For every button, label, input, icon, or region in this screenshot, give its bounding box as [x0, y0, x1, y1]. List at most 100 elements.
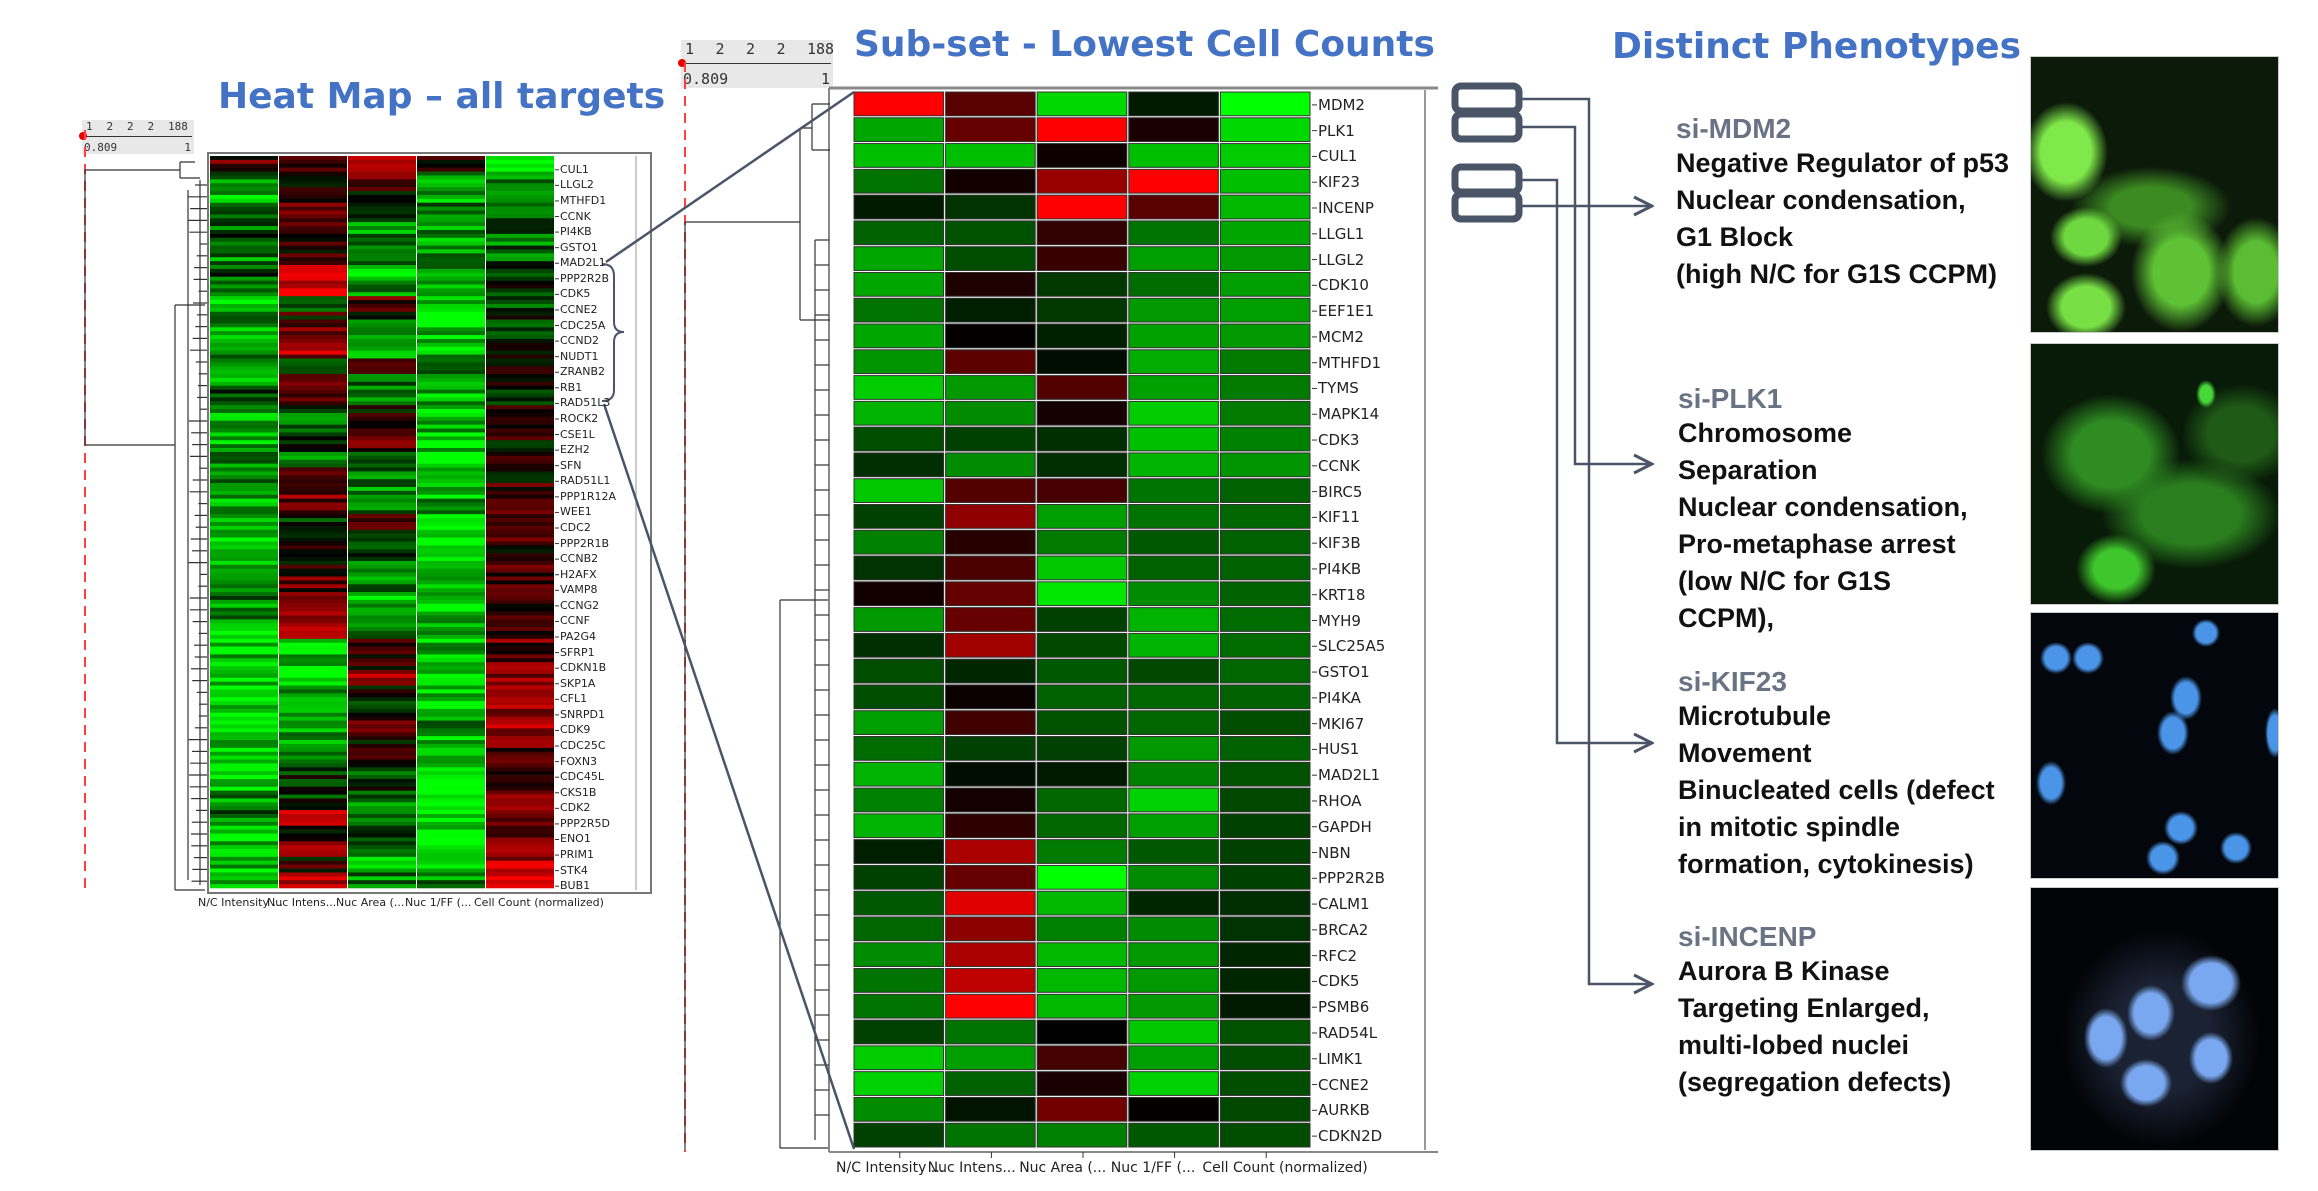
heatmap-cell[interactable]	[348, 389, 416, 394]
heatmap-cell[interactable]	[279, 315, 347, 320]
heatmap-cell[interactable]	[348, 206, 416, 211]
heatmap-cell[interactable]	[279, 467, 347, 472]
heatmap-cell[interactable]	[417, 510, 485, 515]
heatmap-cell[interactable]	[417, 323, 485, 328]
heatmap-cell-krt18-0[interactable]	[853, 581, 945, 607]
heatmap-cell[interactable]	[417, 775, 485, 780]
heatmap-cell[interactable]	[417, 518, 485, 523]
heatmap-cell[interactable]	[417, 202, 485, 207]
heatmap-cell[interactable]	[210, 159, 278, 165]
heatmap-cell[interactable]	[417, 156, 485, 161]
heatmap-cell[interactable]	[417, 194, 485, 200]
heatmap-cell[interactable]	[279, 833, 347, 838]
heatmap-cell[interactable]	[348, 276, 416, 281]
heatmap-cell[interactable]	[417, 249, 485, 254]
heatmap-cell-pi4kb-3[interactable]	[1128, 555, 1219, 581]
heatmap-cell[interactable]	[417, 592, 485, 597]
heatmap-cell[interactable]	[486, 346, 554, 351]
heatmap-cell[interactable]	[279, 331, 347, 336]
heatmap-cell[interactable]	[417, 549, 485, 554]
heatmap-cell[interactable]	[279, 459, 347, 464]
heatmap-cell[interactable]	[348, 463, 416, 468]
heatmap-cell[interactable]	[486, 810, 554, 815]
heatmap-cell[interactable]	[486, 428, 554, 433]
heatmap-cell[interactable]	[486, 350, 554, 355]
heatmap-cell[interactable]	[279, 311, 347, 316]
heatmap-cell[interactable]	[486, 479, 554, 484]
heatmap-cell-birc5-1[interactable]	[945, 478, 1036, 503]
heatmap-cell[interactable]	[348, 650, 416, 655]
heatmap-cell[interactable]	[210, 218, 278, 223]
heatmap-cell[interactable]	[417, 370, 485, 375]
heatmap-cell[interactable]	[486, 455, 554, 461]
heatmap-cell-rfc2-0[interactable]	[853, 942, 945, 968]
heatmap-cell[interactable]	[279, 580, 347, 585]
heatmap-cell[interactable]	[279, 514, 347, 519]
heatmap-cell[interactable]	[279, 677, 347, 682]
heatmap-cell-plk1-4[interactable]	[1219, 117, 1311, 143]
heatmap-cell[interactable]	[486, 397, 554, 402]
heatmap-cell[interactable]	[279, 522, 347, 527]
heatmap-cell[interactable]	[279, 669, 347, 675]
heatmap-cell[interactable]	[417, 576, 485, 581]
heatmap-cell[interactable]	[348, 677, 416, 682]
heatmap-cell-llgl2-1[interactable]	[945, 246, 1036, 271]
heatmap-cell[interactable]	[417, 362, 485, 367]
heatmap-cell[interactable]	[486, 401, 554, 406]
heatmap-cell[interactable]	[486, 459, 554, 464]
heatmap-cell[interactable]	[486, 849, 554, 854]
heatmap-cell[interactable]	[417, 821, 485, 827]
heatmap-cell[interactable]	[279, 436, 347, 441]
heatmap-cell[interactable]	[486, 876, 554, 881]
heatmap-cell[interactable]	[486, 856, 554, 862]
heatmap-cell-rad54l-2[interactable]	[1036, 1019, 1128, 1045]
heatmap-cell[interactable]	[486, 880, 554, 885]
heatmap-cell[interactable]	[417, 374, 485, 379]
heatmap-cell[interactable]	[486, 202, 554, 207]
heatmap-cell[interactable]	[210, 627, 278, 632]
heatmap-cell[interactable]	[279, 222, 347, 227]
heatmap-cell-mad2l1-3[interactable]	[1128, 761, 1219, 787]
heatmap-cell[interactable]	[417, 198, 485, 204]
heatmap-cell[interactable]	[417, 171, 485, 176]
heatmap-cell[interactable]	[348, 833, 416, 838]
heatmap-cell-cdk10-3[interactable]	[1128, 271, 1219, 297]
heatmap-cell[interactable]	[210, 580, 278, 585]
heatmap-cell[interactable]	[348, 549, 416, 554]
heatmap-cell[interactable]	[210, 226, 278, 231]
heatmap-cell[interactable]	[279, 451, 347, 457]
heatmap-cell[interactable]	[279, 790, 347, 795]
heatmap-cell[interactable]	[348, 794, 416, 799]
heatmap-cell[interactable]	[348, 233, 416, 239]
heatmap-cell[interactable]	[279, 518, 347, 523]
heatmap-cell[interactable]	[486, 592, 554, 597]
heatmap-cell[interactable]	[417, 693, 485, 698]
heatmap-cell-aurkb-3[interactable]	[1128, 1096, 1219, 1122]
heatmap-cell[interactable]	[486, 720, 554, 725]
heatmap-cell[interactable]	[279, 268, 347, 274]
heatmap-cell[interactable]	[486, 794, 554, 799]
heatmap-cell[interactable]	[279, 740, 347, 745]
heatmap-cell[interactable]	[348, 864, 416, 869]
heatmap-cell[interactable]	[348, 701, 416, 706]
heatmap-cell[interactable]	[417, 307, 485, 313]
heatmap-cell[interactable]	[348, 350, 416, 355]
heatmap-cell-mapk14-0[interactable]	[853, 400, 945, 426]
heatmap-cell[interactable]	[486, 829, 554, 834]
heatmap-cell[interactable]	[417, 778, 485, 784]
heatmap-cell[interactable]	[486, 545, 554, 550]
heatmap-cell[interactable]	[279, 541, 347, 546]
heatmap-cell[interactable]	[210, 498, 278, 503]
heatmap-cell[interactable]	[417, 245, 485, 250]
heatmap-cell[interactable]	[417, 358, 485, 363]
heatmap-cell[interactable]	[348, 167, 416, 172]
heatmap-cell[interactable]	[279, 194, 347, 200]
heatmap-cell[interactable]	[210, 724, 278, 729]
heatmap-cell[interactable]	[279, 798, 347, 803]
heatmap-cell[interactable]	[279, 673, 347, 679]
heatmap-cell[interactable]	[486, 736, 554, 741]
heatmap-cell[interactable]	[210, 533, 278, 538]
heatmap-cell[interactable]	[417, 638, 485, 644]
heatmap-cell[interactable]	[417, 483, 485, 488]
heatmap-cell[interactable]	[279, 685, 347, 690]
